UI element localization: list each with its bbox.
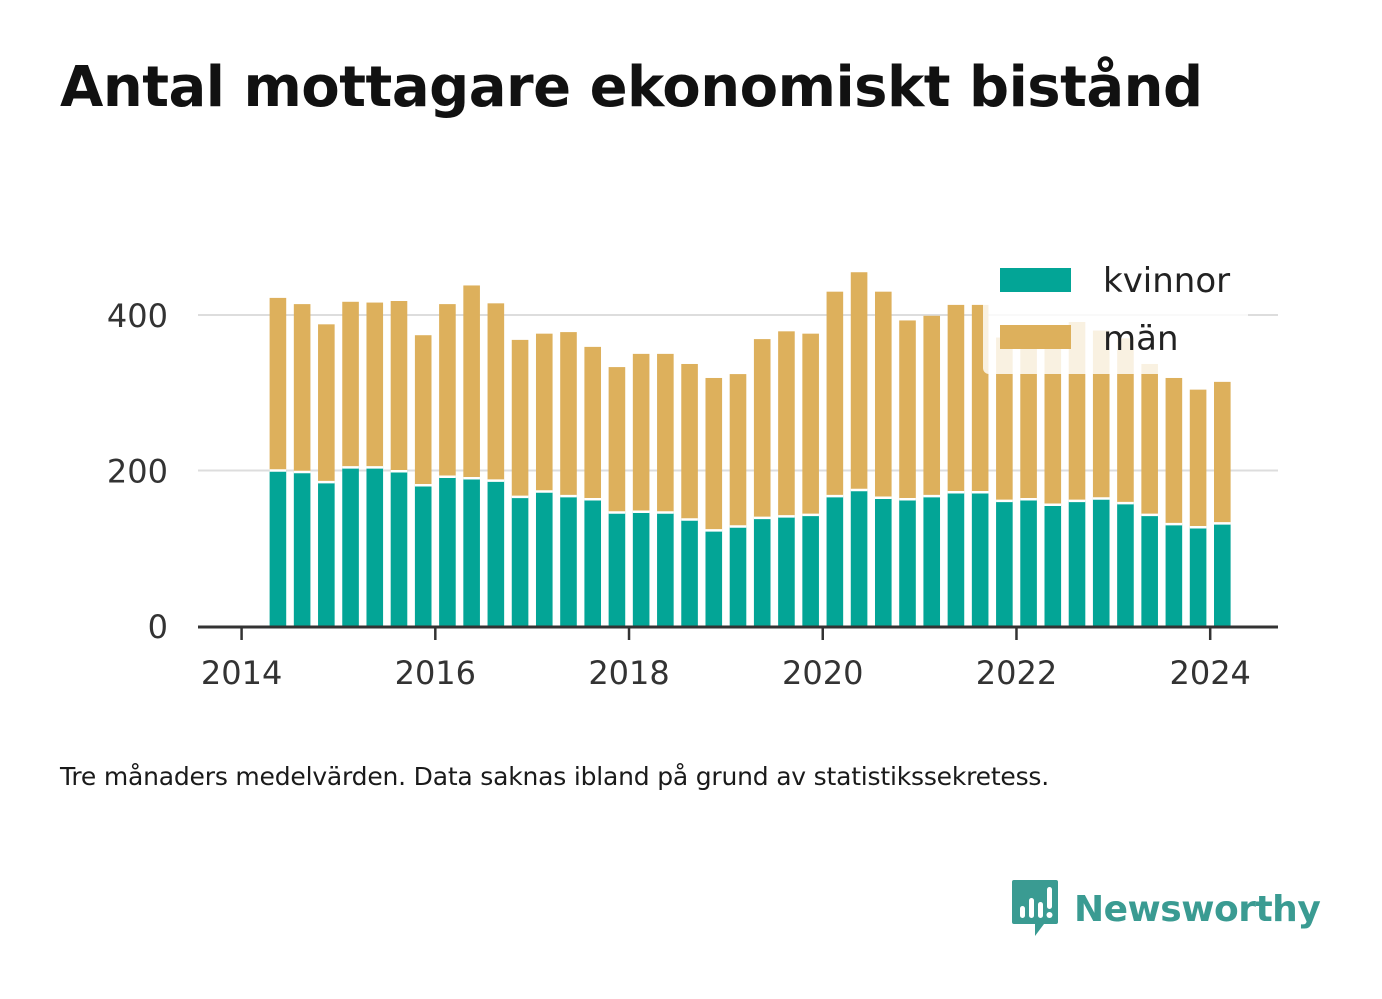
bar-kvinnor bbox=[874, 497, 892, 626]
bar-man bbox=[608, 367, 626, 513]
bar-kvinnor bbox=[584, 499, 602, 626]
y-tick-label: 400 bbox=[107, 297, 168, 335]
bar-man bbox=[511, 339, 529, 497]
chart-note: Tre månaders medelvärden. Data saknas ib… bbox=[60, 762, 1049, 791]
bar-man bbox=[560, 332, 577, 497]
bar-kvinnor bbox=[729, 526, 747, 626]
bar-kvinnor bbox=[414, 485, 432, 626]
bar-man bbox=[899, 320, 916, 500]
bar-kvinnor bbox=[463, 478, 480, 626]
bar-man bbox=[269, 297, 287, 471]
stacked-bar-chart: kvinnor män 0 200 400 2014 2016 2018 2020 2022 2… bbox=[107, 261, 1278, 692]
bar-kvinnor bbox=[657, 512, 674, 626]
bar-kvinnor bbox=[439, 476, 456, 626]
newsworthy-logo: Newsworthy bbox=[1010, 878, 1321, 940]
bar-kvinnor bbox=[923, 496, 941, 626]
bar-man bbox=[1165, 377, 1183, 525]
bar-kvinnor bbox=[318, 482, 335, 626]
bar-man bbox=[1214, 381, 1231, 524]
x-tick-label: 2022 bbox=[976, 654, 1057, 692]
bar-man bbox=[681, 363, 698, 520]
bar-kvinnor bbox=[487, 480, 505, 626]
bar-man bbox=[996, 337, 1013, 501]
legend-label-man: män bbox=[1103, 319, 1179, 359]
chart-title: Antal mottagare ekonomiskt bistånd bbox=[60, 55, 1203, 120]
bar-man bbox=[1020, 342, 1037, 500]
bar-kvinnor bbox=[1068, 500, 1086, 626]
bar-marks bbox=[269, 272, 1231, 626]
bar-kvinnor bbox=[681, 519, 698, 626]
legend-swatch-kvinnor bbox=[1000, 268, 1071, 292]
bar-man bbox=[584, 346, 602, 500]
bar-kvinnor bbox=[390, 471, 408, 626]
bar-man bbox=[1189, 389, 1207, 528]
bar-man bbox=[318, 324, 335, 483]
axes: 0 200 400 2014 2016 2018 2020 2022 2024 bbox=[107, 297, 1278, 692]
legend: kvinnor män bbox=[983, 261, 1248, 374]
bar-kvinnor bbox=[269, 470, 287, 626]
bar-kvinnor bbox=[947, 492, 965, 626]
bar-kvinnor bbox=[705, 530, 723, 626]
bar-man bbox=[293, 304, 311, 473]
y-tick-label: 0 bbox=[148, 608, 168, 646]
bar-man bbox=[463, 285, 480, 479]
bar-man bbox=[439, 304, 456, 477]
bar-kvinnor bbox=[850, 489, 868, 626]
bar-kvinnor bbox=[1020, 499, 1037, 626]
bar-man bbox=[535, 333, 553, 492]
bar-man bbox=[414, 335, 432, 486]
bar-kvinnor bbox=[1214, 523, 1231, 626]
bar-kvinnor bbox=[608, 512, 626, 626]
bar-man bbox=[366, 302, 384, 468]
bar-kvinnor bbox=[1092, 498, 1110, 626]
x-tick-label: 2016 bbox=[395, 654, 476, 692]
y-tick-label: 200 bbox=[107, 453, 168, 491]
bar-kvinnor bbox=[778, 516, 795, 626]
bar-man bbox=[826, 291, 844, 497]
bar-kvinnor bbox=[293, 472, 311, 626]
x-tick-label: 2018 bbox=[588, 654, 669, 692]
legend-label-kvinnor: kvinnor bbox=[1103, 261, 1230, 301]
bar-man bbox=[778, 331, 795, 517]
bar-kvinnor bbox=[535, 491, 553, 626]
bar-man bbox=[923, 315, 941, 497]
bar-kvinnor bbox=[1165, 524, 1183, 626]
bar-kvinnor bbox=[753, 517, 771, 626]
bar-man bbox=[753, 339, 771, 518]
bar-kvinnor bbox=[899, 499, 916, 626]
bar-man bbox=[874, 291, 892, 498]
bar-man bbox=[1044, 335, 1062, 505]
bar-man bbox=[657, 353, 674, 513]
brand-name: Newsworthy bbox=[1074, 888, 1321, 930]
bar-kvinnor bbox=[802, 514, 819, 626]
bar-man bbox=[947, 304, 965, 493]
bar-kvinnor bbox=[1189, 527, 1207, 626]
bar-man bbox=[802, 333, 819, 515]
x-tick-label: 2020 bbox=[782, 654, 863, 692]
newsworthy-logo-icon bbox=[1012, 880, 1058, 936]
bar-kvinnor bbox=[996, 500, 1013, 626]
bar-man bbox=[342, 301, 359, 468]
x-tick-label: 2014 bbox=[201, 654, 282, 692]
bar-kvinnor bbox=[632, 511, 650, 626]
bar-man bbox=[1117, 338, 1134, 504]
bar-man bbox=[487, 303, 505, 481]
bar-kvinnor bbox=[1117, 503, 1134, 626]
bar-man bbox=[390, 301, 408, 472]
bar-kvinnor bbox=[511, 496, 529, 626]
bar-man bbox=[850, 272, 868, 490]
legend-swatch-man bbox=[1000, 325, 1071, 349]
bar-kvinnor bbox=[342, 467, 359, 626]
bar-kvinnor bbox=[560, 496, 577, 626]
bar-kvinnor bbox=[826, 496, 844, 626]
bar-man bbox=[632, 353, 650, 512]
bar-kvinnor bbox=[1044, 504, 1062, 626]
x-tick-label: 2024 bbox=[1169, 654, 1250, 692]
bar-man bbox=[1141, 363, 1158, 515]
bar-kvinnor bbox=[1141, 514, 1158, 626]
bar-man bbox=[729, 374, 747, 527]
bar-man bbox=[705, 377, 723, 531]
bar-kvinnor bbox=[971, 492, 989, 626]
bar-kvinnor bbox=[366, 467, 384, 626]
